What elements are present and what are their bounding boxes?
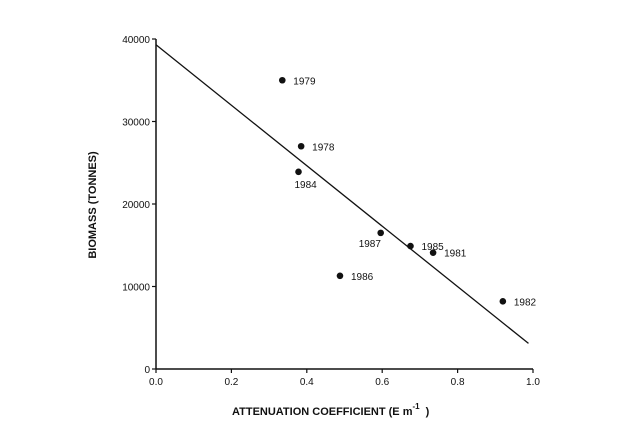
data-point-1982 [499, 298, 507, 305]
data-label-1986: 1986 [351, 272, 374, 283]
y-tick-label: 20000 [122, 200, 150, 211]
x-tick-label: 0.4 [300, 377, 314, 388]
x-tick-label: 1.0 [526, 377, 540, 388]
data-point-1979 [278, 76, 286, 84]
x-tick-label: 0.6 [375, 377, 389, 388]
x-tick-label: 0.8 [451, 377, 465, 388]
data-point-1987 [377, 229, 384, 237]
data-label-1982: 1982 [514, 297, 537, 308]
data-label-1978: 1978 [312, 142, 335, 153]
y-tick-label: 30000 [122, 118, 150, 129]
data-label-1987: 1987 [359, 239, 382, 250]
y-tick-label: 0 [144, 365, 150, 376]
data-label-1981: 1981 [444, 249, 467, 260]
data-label-1985: 1985 [421, 242, 444, 253]
x-axis-title: ATTENUATION COEFFICIENT (E m-1) [232, 402, 430, 418]
y-axis-title: BIOMASS (TONNES) [87, 151, 99, 259]
x-tick-label: 0.2 [224, 377, 238, 388]
data-point-1981 [429, 249, 437, 256]
data-point-1984 [295, 168, 302, 176]
data-point-1978 [297, 142, 305, 150]
data-label-1979: 1979 [293, 76, 316, 87]
data-point-1986 [336, 272, 344, 280]
regression-line [155, 44, 529, 344]
axes [152, 38, 534, 373]
data-label-1984: 1984 [295, 180, 318, 191]
tick-labels: 0.0 0.2 0.4 0.6 0.8 1.0 0 10000 20000 30000 40000 [122, 35, 540, 388]
y-tick-label: 40000 [122, 35, 150, 46]
y-tick-label: 10000 [122, 283, 150, 294]
data-point-1985 [407, 242, 414, 250]
x-tick-label: 0.0 [149, 377, 163, 388]
